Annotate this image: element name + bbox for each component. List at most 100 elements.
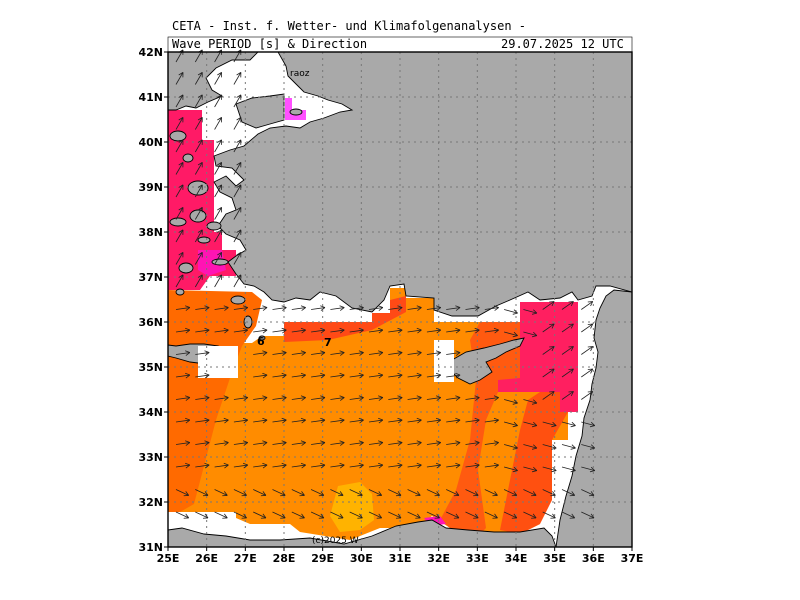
direction-arrow — [407, 350, 422, 356]
direction-arrow — [233, 327, 249, 334]
direction-arrow — [503, 444, 518, 450]
direction-arrow — [561, 421, 576, 428]
direction-arrow — [465, 417, 480, 424]
direction-arrow — [253, 372, 268, 379]
direction-arrow — [195, 511, 209, 519]
direction-arrow — [291, 327, 306, 334]
direction-arrow — [581, 489, 595, 497]
direction-arrow — [233, 395, 249, 401]
direction-arrow — [368, 372, 384, 379]
lon-tick-label: 28E — [273, 552, 296, 565]
lat-tick-label: 34N — [138, 406, 163, 419]
direction-arrow — [465, 395, 480, 401]
direction-arrow — [272, 305, 287, 311]
lat-tick-label: 39N — [138, 181, 163, 194]
direction-arrow — [581, 444, 596, 450]
contour-label-7: 7 — [324, 336, 332, 349]
direction-arrow — [330, 511, 344, 519]
land-levant — [555, 289, 633, 548]
direction-arrow — [311, 372, 326, 379]
direction-arrow — [175, 372, 191, 379]
direction-arrow — [388, 350, 403, 356]
direction-arrow — [349, 462, 364, 469]
direction-arrow — [175, 252, 184, 265]
direction-arrow — [581, 368, 594, 378]
land-lemnos — [169, 130, 187, 142]
direction-arrow — [349, 327, 364, 334]
direction-arrow — [194, 252, 203, 265]
lon-tick-label: 32E — [427, 552, 450, 565]
direction-arrow — [581, 421, 596, 428]
contour-label-6: 6 — [257, 335, 265, 348]
land-greece-thrace — [167, 51, 260, 111]
lat-tick-label: 42N — [138, 46, 163, 59]
direction-arrow — [214, 162, 222, 175]
direction-arrow — [542, 346, 555, 355]
direction-arrow — [581, 346, 594, 355]
direction-arrow — [194, 207, 203, 220]
direction-arrow — [233, 117, 242, 130]
direction-arrow — [233, 184, 242, 198]
land-ikaria — [197, 236, 211, 244]
land-rhodes — [230, 295, 246, 305]
direction-arrow — [233, 94, 242, 108]
direction-arrow — [291, 305, 306, 311]
land-santorini — [175, 288, 185, 296]
direction-arrow — [465, 305, 480, 311]
direction-arrow — [330, 350, 345, 356]
direction-arrow — [561, 489, 576, 497]
direction-arrow — [253, 327, 268, 334]
direction-arrow — [310, 511, 325, 519]
direction-arrow — [446, 511, 460, 519]
direction-arrow — [446, 489, 460, 497]
direction-arrow — [214, 305, 229, 311]
direction-arrow — [272, 511, 286, 519]
lon-tick-label: 35E — [543, 552, 566, 565]
direction-arrow — [465, 489, 479, 497]
land-cyprus — [449, 337, 525, 385]
direction-arrow — [446, 417, 461, 424]
direction-arrow — [272, 489, 286, 497]
land-kasos — [258, 335, 266, 341]
direction-arrow — [426, 440, 442, 446]
direction-arrow — [542, 444, 557, 450]
direction-arrow — [253, 305, 268, 311]
land-chios — [189, 209, 207, 223]
direction-arrow — [195, 489, 209, 497]
direction-arrow — [214, 511, 228, 519]
direction-arrow — [214, 94, 222, 108]
product-title: Wave PERIOD [s] & Direction — [172, 37, 368, 51]
lon-tick-label: 34E — [505, 552, 528, 565]
direction-arrow — [368, 440, 384, 446]
lat-tick-label: 31N — [138, 541, 163, 554]
land-turkey — [213, 51, 633, 317]
direction-arrow — [388, 511, 402, 519]
direction-arrow — [388, 327, 403, 334]
lat-tick-label: 38N — [138, 226, 163, 239]
land-imbros — [182, 153, 194, 163]
direction-arrow — [388, 417, 403, 424]
period-band-8-east — [498, 302, 578, 412]
direction-arrow — [465, 511, 479, 519]
direction-arrow — [175, 350, 191, 356]
direction-arrow — [426, 462, 442, 469]
direction-arrow — [523, 421, 538, 428]
direction-arrow — [368, 462, 384, 469]
direction-arrow — [484, 489, 498, 497]
period-band-5-east — [440, 322, 520, 534]
direction-arrow — [446, 305, 461, 311]
lat-tick-label: 37N — [138, 271, 163, 284]
direction-arrow — [194, 72, 203, 85]
direction-arrow — [484, 511, 498, 519]
direction-arrow — [503, 399, 518, 405]
direction-arrow — [214, 274, 222, 288]
direction-arrow — [349, 395, 364, 401]
direction-arrow — [561, 323, 574, 333]
direction-arrow — [446, 372, 461, 379]
direction-arrow — [484, 417, 499, 424]
direction-arrow — [175, 139, 184, 153]
direction-arrow — [214, 139, 222, 153]
direction-arrow — [465, 327, 480, 334]
direction-arrow — [311, 327, 326, 334]
direction-arrow — [175, 305, 191, 311]
